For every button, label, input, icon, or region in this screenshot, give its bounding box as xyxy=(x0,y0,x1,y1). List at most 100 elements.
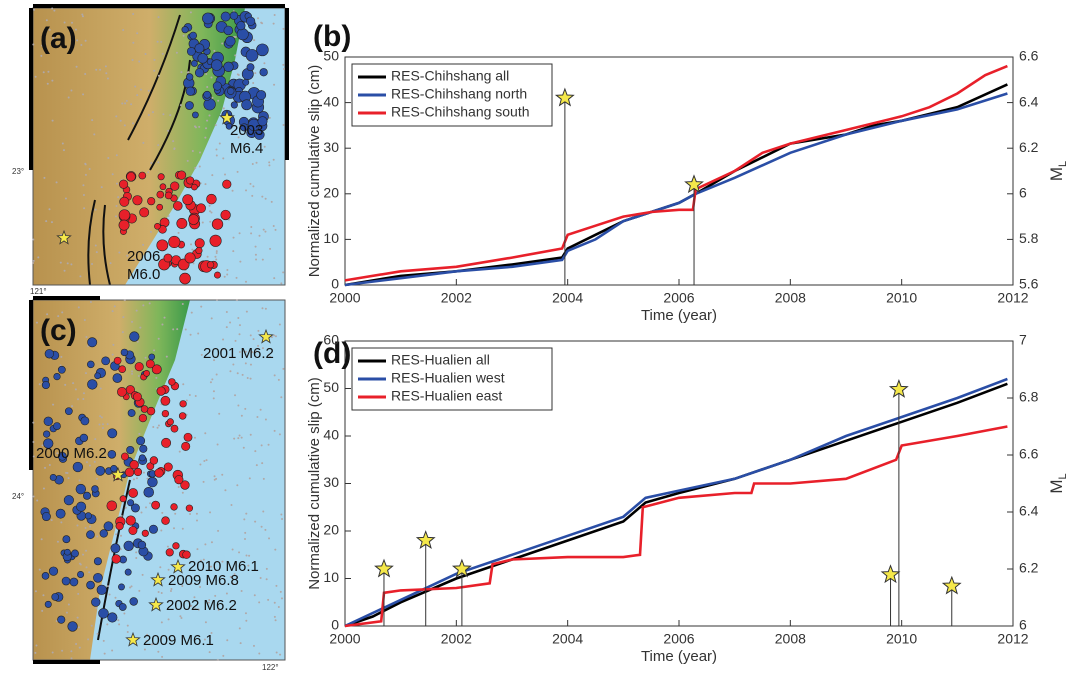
epicenter xyxy=(141,529,149,537)
microseismicity xyxy=(207,601,210,604)
microseismicity xyxy=(236,170,239,173)
microseismicity xyxy=(258,601,261,604)
y2-tick-label: 6.4 xyxy=(1019,93,1039,109)
microseismicity xyxy=(242,446,245,449)
microseismicity xyxy=(32,259,35,262)
x-tick-label: 2006 xyxy=(663,631,694,647)
microseismicity xyxy=(111,353,114,356)
microseismicity xyxy=(64,197,67,200)
epicenter xyxy=(183,432,193,442)
microseismicity xyxy=(273,13,276,16)
microseismicity xyxy=(251,194,254,197)
panel-label: (b) xyxy=(313,20,351,53)
microseismicity xyxy=(157,16,160,19)
microseismicity xyxy=(126,631,129,634)
microseismicity xyxy=(156,40,159,43)
microseismicity xyxy=(48,463,51,466)
microseismicity xyxy=(157,424,160,427)
microseismicity xyxy=(222,107,225,110)
epicenter xyxy=(222,179,232,189)
legend-label: RES-Hualien east xyxy=(391,388,502,404)
y-tick-label: 40 xyxy=(323,427,339,443)
microseismicity xyxy=(160,621,163,624)
microseismicity xyxy=(38,568,41,571)
series-line xyxy=(344,425,1008,628)
epicenter xyxy=(61,576,71,586)
microseismicity xyxy=(67,603,70,606)
epicenter xyxy=(44,600,52,608)
microseismicity xyxy=(165,355,168,358)
map-annotation: 122° xyxy=(262,663,279,672)
microseismicity xyxy=(275,584,278,587)
microseismicity xyxy=(173,147,176,150)
microseismicity xyxy=(252,338,255,341)
microseismicity xyxy=(85,549,88,552)
microseismicity xyxy=(157,74,160,77)
y2-tick-label: 5.6 xyxy=(1019,276,1039,292)
map-annotation: 2006 xyxy=(127,248,160,265)
epicenter xyxy=(101,356,111,366)
y-tick-label: 10 xyxy=(323,569,339,585)
epicenter xyxy=(145,359,155,369)
epicenter xyxy=(121,452,129,461)
microseismicity xyxy=(226,639,229,642)
microseismicity xyxy=(178,450,181,453)
microseismicity xyxy=(135,477,138,480)
epicenter xyxy=(225,122,233,130)
epicenter xyxy=(223,61,234,73)
microseismicity xyxy=(41,444,44,447)
microseismicity xyxy=(279,653,282,656)
epicenter xyxy=(93,572,103,583)
map-annotation: 23° xyxy=(12,167,24,176)
microseismicity xyxy=(84,173,87,176)
epicenter xyxy=(113,356,122,365)
microseismicity xyxy=(85,461,88,464)
microseismicity xyxy=(93,460,96,463)
epicenter xyxy=(123,540,134,551)
microseismicity xyxy=(247,564,250,567)
microseismicity xyxy=(147,89,150,92)
epicenter xyxy=(137,540,147,550)
microseismicity xyxy=(189,333,192,336)
epicenter xyxy=(44,349,54,359)
map-annotation: 2003 xyxy=(230,122,263,139)
microseismicity xyxy=(236,484,239,487)
microseismicity xyxy=(156,426,159,429)
microseismicity xyxy=(254,245,257,248)
microseismicity xyxy=(114,215,117,218)
epicenter xyxy=(51,593,60,601)
microseismicity xyxy=(161,511,164,514)
x-axis-label: Time (year) xyxy=(641,648,717,665)
event-star xyxy=(56,229,72,245)
microseismicity xyxy=(74,28,77,31)
microseismicity xyxy=(149,230,152,233)
microseismicity xyxy=(267,443,270,446)
microseismicity xyxy=(230,503,233,506)
microseismicity xyxy=(214,594,217,597)
event-star xyxy=(170,558,186,574)
y2-tick-label: 6 xyxy=(1019,185,1027,201)
microseismicity xyxy=(209,210,212,213)
legend-label: RES-Chihshang south xyxy=(391,104,530,120)
microseismicity xyxy=(244,362,247,365)
microseismicity xyxy=(34,651,37,654)
microseismicity xyxy=(190,311,193,314)
microseismicity xyxy=(265,578,268,581)
event-star xyxy=(941,575,962,595)
epicenter xyxy=(206,193,217,205)
microseismicity xyxy=(277,378,280,381)
microseismicity xyxy=(109,262,112,265)
microseismicity xyxy=(255,464,258,467)
event-star xyxy=(888,378,909,398)
microseismicity xyxy=(199,559,202,562)
microseismicity xyxy=(123,299,126,302)
microseismicity xyxy=(115,115,118,118)
microseismicity xyxy=(125,99,128,102)
microseismicity xyxy=(206,119,209,122)
microseismicity xyxy=(133,258,136,261)
y2-tick-label: 7 xyxy=(1019,332,1027,348)
epicenter xyxy=(91,485,99,493)
y2-tick-label: 6.6 xyxy=(1019,446,1039,462)
epicenter xyxy=(241,99,253,111)
epicenter xyxy=(107,612,118,623)
